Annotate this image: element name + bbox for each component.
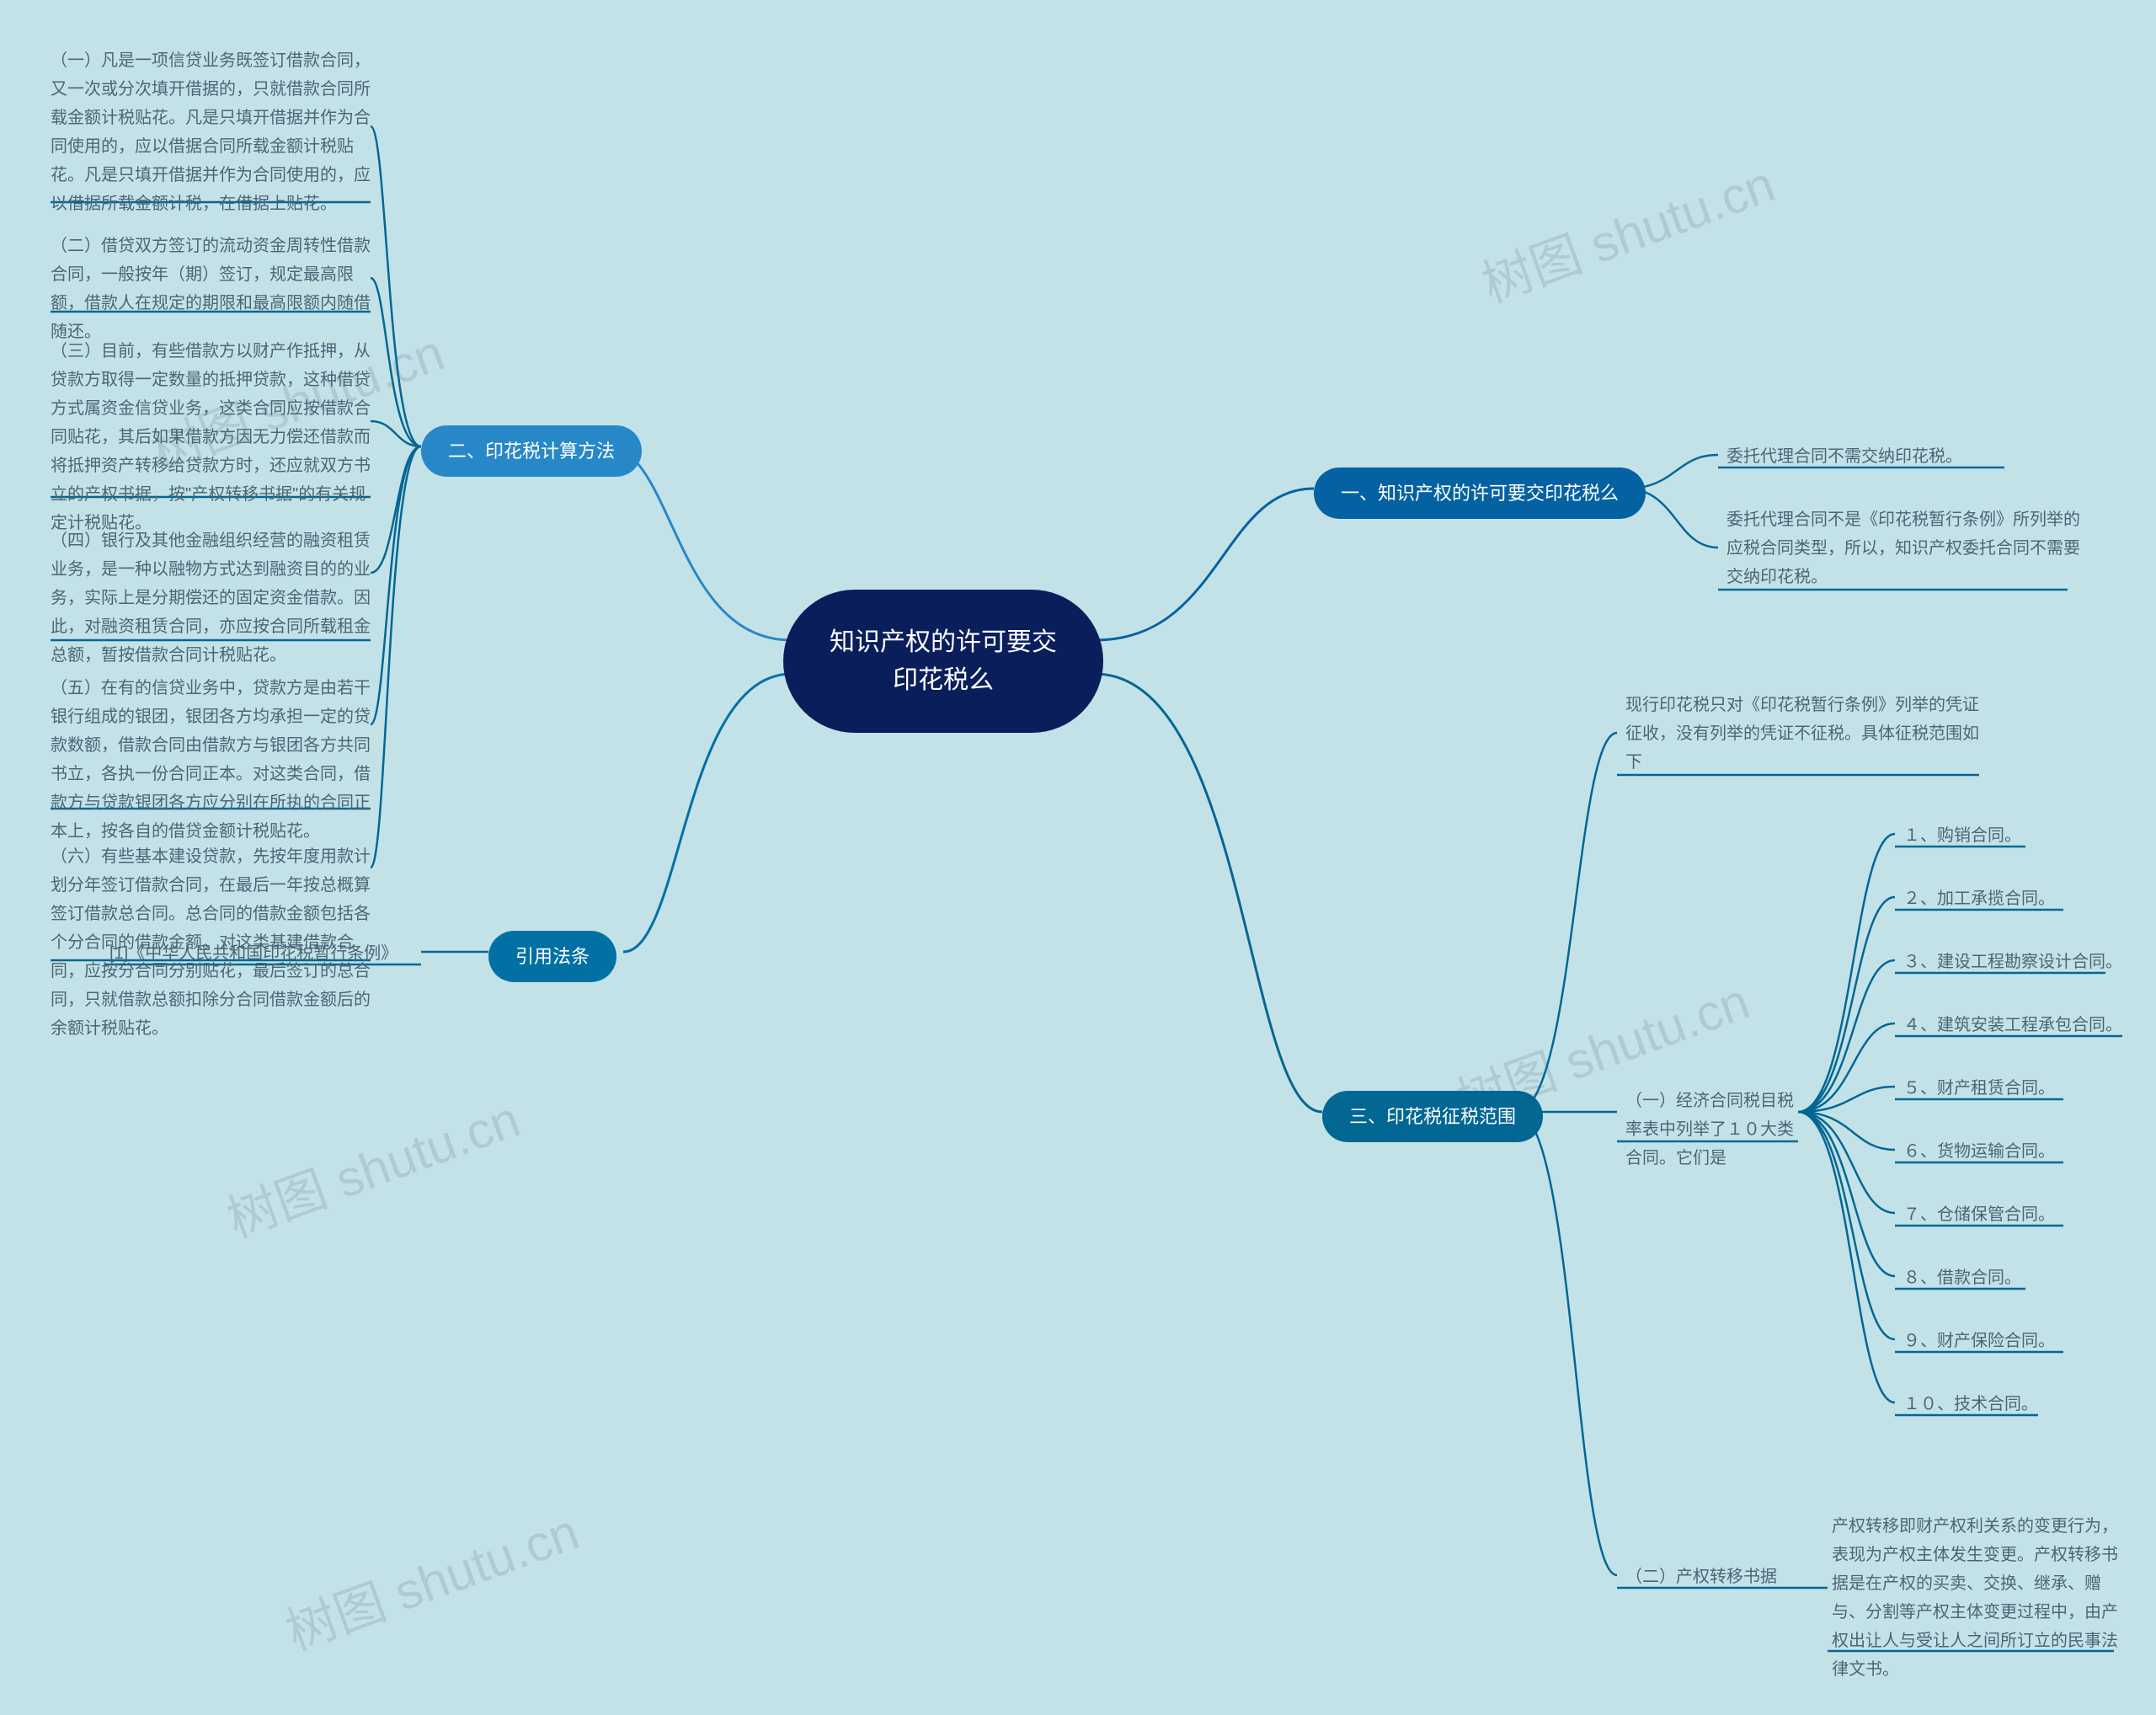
watermark: 树图 shutu.cn <box>275 1491 587 1664</box>
leaf-b3-item-5: ５、财产租赁合同。 <box>1903 1074 2055 1103</box>
branch-3[interactable]: 三、印花税征税范围 <box>1322 1091 1543 1142</box>
leaf-b1-2: 委托代理合同不是《印花税暂行条例》所列举的应税合同类型，所以，知识产权委托合同不… <box>1726 505 2080 591</box>
leaf-b3-item-6: ６、货物运输合同。 <box>1903 1137 2055 1166</box>
leaf-b3-item-9: ９、财产保险合同。 <box>1903 1327 2055 1355</box>
leaf-b3-s1: （一）经济合同税目税率表中列举了１０大类合同。它们是 <box>1625 1087 1802 1173</box>
leaf-b2-4: （四）银行及其他金融组织经营的融资租赁业务，是一种以融物方式达到融资目的的业务，… <box>51 526 371 670</box>
branch-1[interactable]: 一、知识产权的许可要交印花税么 <box>1314 467 1646 519</box>
leaf-b3-item-10: １０、技术合同。 <box>1903 1390 2038 1418</box>
leaf-b3-s2-text: 产权转移即财产权利关系的变更行为，表现为产权主体发生变更。产权转移书据是在产权的… <box>1832 1512 2118 1684</box>
leaf-b2-3: （三）目前，有些借款方以财产作抵押，从贷款方取得一定数量的抵押贷款，这种借贷方式… <box>51 337 371 537</box>
leaf-b3-item-7: ７、仓储保管合同。 <box>1903 1200 2055 1229</box>
watermark: 树图 shutu.cn <box>216 1078 528 1252</box>
center-node[interactable]: 知识产权的许可要交印花税么 <box>783 590 1103 733</box>
leaf-b4-1: [1]《中华人民共和国印花税暂行条例》 <box>109 939 398 968</box>
watermark: 树图 shutu.cn <box>1470 143 1783 317</box>
leaf-b3-item-3: ３、建设工程勘察设计合同。 <box>1903 948 2122 976</box>
leaf-b3-item-8: ８、借款合同。 <box>1903 1264 2021 1292</box>
leaf-b3-item-2: ２、加工承揽合同。 <box>1903 884 2055 913</box>
branch-4[interactable]: 引用法条 <box>488 931 616 982</box>
leaf-b3-s2-label: （二）产权转移书据 <box>1625 1563 1777 1591</box>
leaf-b3-top: 现行印花税只对《印花税暂行条例》列举的凭证征收，没有列举的凭证不征税。具体征税范… <box>1625 691 1979 777</box>
leaf-b1-1: 委托代理合同不需交纳印花税。 <box>1726 442 1962 471</box>
leaf-b3-item-4: ４、建筑安装工程承包合同。 <box>1903 1011 2122 1039</box>
leaf-b2-5: （五）在有的信贷业务中，贷款方是由若干银行组成的银团，银团各方均承担一定的贷款数… <box>51 674 371 846</box>
branch-2[interactable]: 二、印花税计算方法 <box>421 425 642 477</box>
leaf-b3-item-1: １、购销合同。 <box>1903 821 2021 850</box>
leaf-b2-2: （二）借贷双方签订的流动资金周转性借款合同，一般按年（期）签订，规定最高限额，借… <box>51 232 371 346</box>
leaf-b2-1: （一）凡是一项信贷业务既签订借款合同，又一次或分次填开借据的，只就借款合同所载金… <box>51 46 371 218</box>
